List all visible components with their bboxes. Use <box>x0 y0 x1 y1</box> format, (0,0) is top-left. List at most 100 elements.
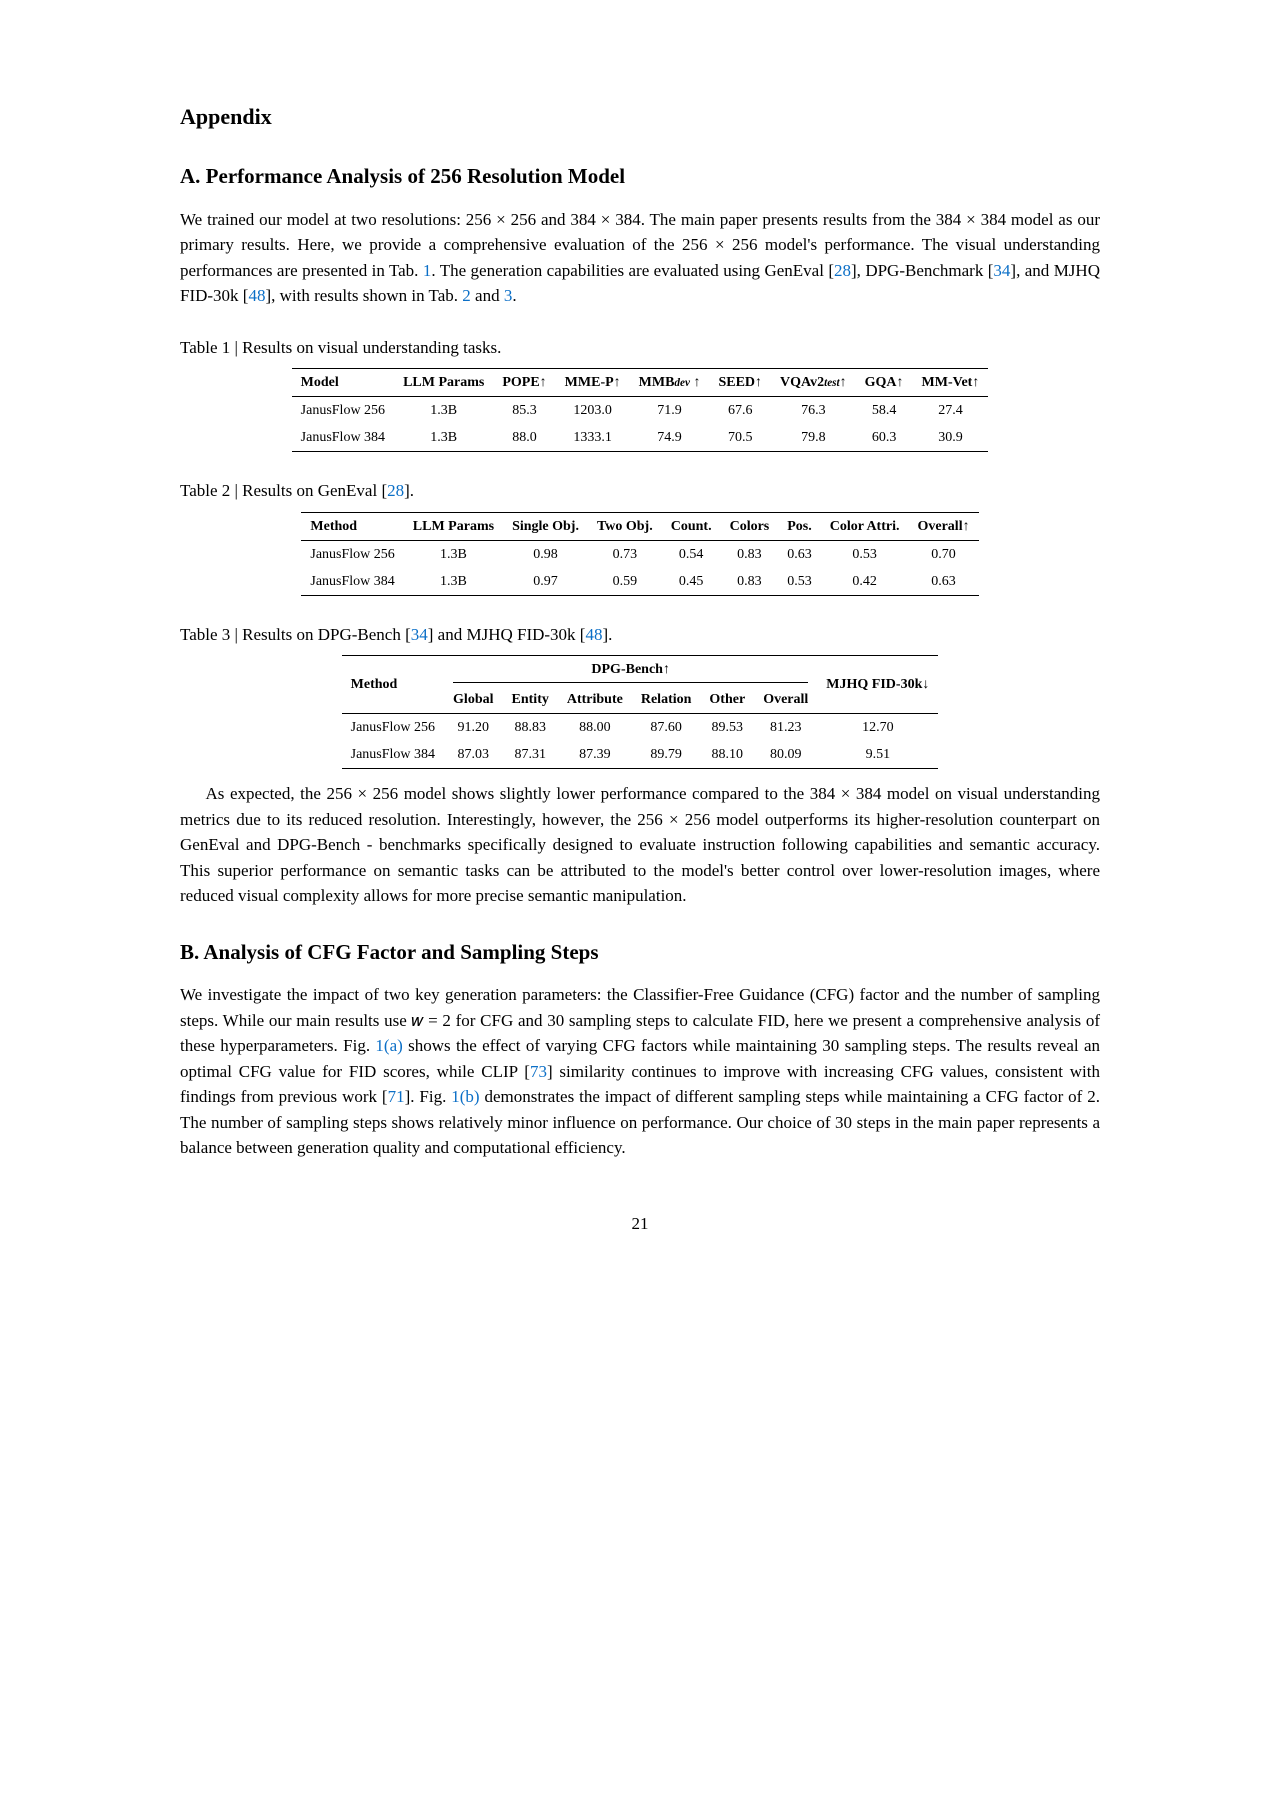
citation: 34 <box>411 625 428 644</box>
table-row: JanusFlow 384 1.3B 88.0 1333.1 74.9 70.5… <box>292 424 989 452</box>
col-fid: MJHQ FID-30k↓ <box>817 656 938 714</box>
cell: 0.53 <box>778 568 821 596</box>
col-gqa: GQA↑ <box>856 369 913 397</box>
cell: 89.53 <box>700 714 754 742</box>
cell: 27.4 <box>913 397 989 425</box>
cell: 0.63 <box>778 540 821 568</box>
section-a-heading: A. Performance Analysis of 256 Resolutio… <box>180 161 1100 193</box>
table-row: JanusFlow 256 91.20 88.83 88.00 87.60 89… <box>342 714 939 742</box>
text: ] and MJHQ FID-30k [ <box>428 625 586 644</box>
col-overall: Overall↑ <box>908 512 978 540</box>
cell: 0.70 <box>908 540 978 568</box>
cell: 74.9 <box>630 424 710 452</box>
cell: JanusFlow 256 <box>342 714 444 742</box>
figure-ref-1b: 1(b) <box>451 1087 479 1106</box>
cell: 70.5 <box>709 424 771 452</box>
cell: 60.3 <box>856 424 913 452</box>
text: ]. <box>404 481 414 500</box>
table-row: JanusFlow 384 1.3B 0.97 0.59 0.45 0.83 0… <box>301 568 978 596</box>
cell: 0.98 <box>503 540 588 568</box>
cell: 76.3 <box>771 397 856 425</box>
cell: 0.97 <box>503 568 588 596</box>
cell: 1.3B <box>404 568 503 596</box>
text: ]. <box>602 625 612 644</box>
col-relation: Relation <box>632 686 701 714</box>
appendix-heading: Appendix <box>180 100 1100 133</box>
table-ref-2: 2 <box>462 286 471 305</box>
table-1: Model LLM Params POPE↑ MME-P↑ MMBdev ↑ S… <box>292 368 989 452</box>
cell: 87.31 <box>503 741 558 769</box>
cell: 88.83 <box>503 714 558 742</box>
cell: 1.3B <box>404 540 503 568</box>
text: Table 3 | Results on DPG-Bench [ <box>180 625 411 644</box>
cell: 0.63 <box>908 568 978 596</box>
table-header-row-1: Method DPG-Bench↑ MJHQ FID-30k↓ <box>342 656 939 687</box>
text: test <box>824 377 840 389</box>
cell: 0.83 <box>721 568 779 596</box>
cell: JanusFlow 384 <box>301 568 403 596</box>
table-row: JanusFlow 256 1.3B 0.98 0.73 0.54 0.83 0… <box>301 540 978 568</box>
cell: 1.3B <box>394 424 493 452</box>
col-seed: SEED↑ <box>709 369 771 397</box>
cell: 1333.1 <box>556 424 630 452</box>
cell: 30.9 <box>913 424 989 452</box>
text: . The generation capabilities are evalua… <box>431 261 834 280</box>
cell: 9.51 <box>817 741 938 769</box>
citation: 28 <box>834 261 851 280</box>
col-method: Method <box>342 656 444 714</box>
text: ↑ <box>840 375 847 390</box>
section-a-paragraph-1: We trained our model at two resolutions:… <box>180 207 1100 309</box>
cell: 87.39 <box>558 741 632 769</box>
table-row: JanusFlow 384 87.03 87.31 87.39 89.79 88… <box>342 741 939 769</box>
cell: 80.09 <box>754 741 817 769</box>
text: Table 2 | Results on GenEval [ <box>180 481 387 500</box>
col-llm: LLM Params <box>404 512 503 540</box>
text: VQAv2 <box>780 375 824 390</box>
citation: 28 <box>387 481 404 500</box>
cell: 0.45 <box>662 568 721 596</box>
col-pope: POPE↑ <box>493 369 555 397</box>
text: . <box>512 286 516 305</box>
table-header-row: Model LLM Params POPE↑ MME-P↑ MMBdev ↑ S… <box>292 369 989 397</box>
cell: 88.00 <box>558 714 632 742</box>
page-number: 21 <box>180 1211 1100 1237</box>
table-2: Method LLM Params Single Obj. Two Obj. C… <box>301 512 978 596</box>
col-model: Model <box>292 369 394 397</box>
col-two: Two Obj. <box>588 512 662 540</box>
col-cattr: Color Attri. <box>821 512 909 540</box>
text: MMB <box>639 375 675 390</box>
col-group-dpg: DPG-Bench↑ <box>444 656 817 687</box>
cell: 0.73 <box>588 540 662 568</box>
cell: 87.03 <box>444 741 502 769</box>
citation: 71 <box>388 1087 405 1106</box>
table-3: Method DPG-Bench↑ MJHQ FID-30k↓ Global E… <box>342 655 939 769</box>
section-b-heading: B. Analysis of CFG Factor and Sampling S… <box>180 937 1100 969</box>
col-count: Count. <box>662 512 721 540</box>
text: dev <box>674 377 690 389</box>
cell: 1.3B <box>394 397 493 425</box>
col-single: Single Obj. <box>503 512 588 540</box>
text: ], with results shown in Tab. <box>265 286 462 305</box>
col-mmep: MME-P↑ <box>556 369 630 397</box>
cell: 58.4 <box>856 397 913 425</box>
cell: 81.23 <box>754 714 817 742</box>
table-header-row: Method LLM Params Single Obj. Two Obj. C… <box>301 512 978 540</box>
cell: 0.53 <box>821 540 909 568</box>
cell: 67.6 <box>709 397 771 425</box>
table-row: JanusFlow 256 1.3B 85.3 1203.0 71.9 67.6… <box>292 397 989 425</box>
cell: 0.42 <box>821 568 909 596</box>
text: DPG-Bench↑ <box>591 662 670 677</box>
col-mmb: MMBdev ↑ <box>630 369 710 397</box>
cell: JanusFlow 256 <box>292 397 394 425</box>
text: ], DPG-Benchmark [ <box>851 261 993 280</box>
col-pos: Pos. <box>778 512 821 540</box>
col-colors: Colors <box>721 512 779 540</box>
col-other: Other <box>700 686 754 714</box>
cell: 85.3 <box>493 397 555 425</box>
cell: 1203.0 <box>556 397 630 425</box>
cell: 12.70 <box>817 714 938 742</box>
col-method: Method <box>301 512 403 540</box>
col-entity: Entity <box>503 686 558 714</box>
col-vqa: VQAv2test↑ <box>771 369 856 397</box>
text: and <box>471 286 504 305</box>
